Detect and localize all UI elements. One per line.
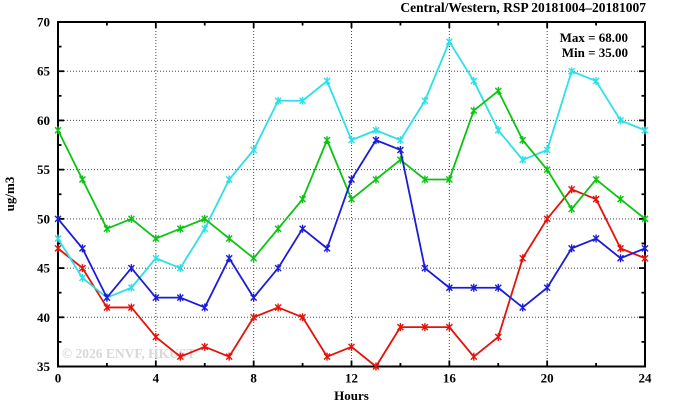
- annotation-max: Max = 68.00: [560, 30, 628, 45]
- series-blue-markers: [54, 136, 649, 312]
- y-axis-label: ug/m3: [2, 176, 17, 211]
- y-tick-label: 35: [37, 359, 51, 374]
- x-tick-label: 8: [250, 371, 257, 386]
- x-axis-label: Hours: [334, 388, 369, 403]
- x-tick-label: 20: [541, 371, 554, 386]
- y-tick-label: 55: [37, 162, 51, 177]
- series-green-markers: [54, 86, 649, 263]
- y-tick-label: 40: [37, 310, 50, 325]
- series-red-markers: [54, 185, 649, 371]
- x-tick-label: 0: [55, 371, 62, 386]
- x-tick-label: 16: [443, 371, 457, 386]
- y-tick-label: 70: [37, 15, 50, 30]
- y-tick-label: 50: [37, 211, 50, 226]
- x-tick-label: 4: [153, 371, 160, 386]
- watermark: © 2026 ENVF, HKUST: [62, 346, 195, 361]
- chart-title: Central/Western, RSP 20181004–20181007: [400, 0, 646, 15]
- y-tick-label: 60: [37, 113, 50, 128]
- x-tick-label: 12: [345, 371, 358, 386]
- x-tick-label: 24: [639, 371, 653, 386]
- y-tick-label: 65: [37, 64, 51, 79]
- annotation-min: Min = 35.00: [562, 45, 628, 60]
- y-tick-label: 45: [37, 261, 51, 276]
